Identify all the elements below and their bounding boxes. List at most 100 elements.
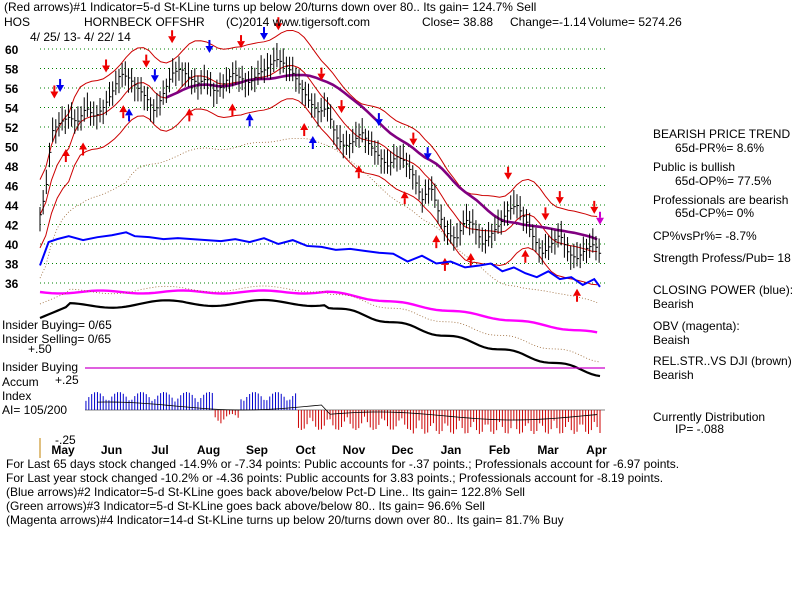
y-tick-label: 40 <box>5 238 19 252</box>
sell-arrow <box>150 75 159 83</box>
sell-arrow <box>590 206 599 214</box>
buy-arrow <box>354 165 363 173</box>
buy-arrow-stem <box>231 110 234 117</box>
price-axis-labels: 60 58 56 54 52 50 48 46 44 42 40 38 36 <box>5 43 19 291</box>
sell-arrow <box>50 91 59 99</box>
ai-value: AI= 105/200 <box>2 403 68 417</box>
buy-arrow <box>228 103 237 111</box>
close-price: Close= 38.88 <box>422 15 494 29</box>
buy-arrow-stem <box>576 295 579 302</box>
sell-arrow-stem <box>320 67 323 74</box>
y-tick-label: 46 <box>5 180 19 194</box>
month-label: May <box>51 443 75 457</box>
lower-band <box>39 98 598 286</box>
buy-arrow <box>245 113 254 121</box>
insider-selling-count: Insider Selling= 0/65 <box>2 332 112 346</box>
closing-power-value: Bearish <box>653 297 694 311</box>
trend-title: BEARISH PRICE TREND <box>653 127 791 141</box>
closing-power-label: CLOSING POWER (blue): <box>653 283 794 297</box>
relative-strength <box>39 298 601 378</box>
footer-year: For Last year stock changed -10.2% or -4… <box>6 471 664 485</box>
cp-vs-pr: CP%vsPr%= -8.7% <box>653 229 757 243</box>
month-axis-labels: May Jun Jul Aug Sep Oct Nov Dec Jan Feb Mar Apr <box>51 443 607 457</box>
sell-arrow <box>504 172 513 180</box>
month-label: Jun <box>101 443 122 457</box>
accum-label: Accum <box>2 375 39 389</box>
buy-arrow-stem <box>188 115 191 122</box>
distribution-status: Currently Distribution <box>653 410 766 424</box>
accum-plus50: +.50 <box>28 342 52 356</box>
signal-arrows <box>50 17 604 302</box>
month-label: Nov <box>343 443 366 457</box>
sell-arrow-stem <box>507 166 510 173</box>
volume: Volume= 5274.26 <box>588 15 682 29</box>
y-tick-label: 54 <box>5 102 19 116</box>
insider-buying-label: Insider Buying <box>2 360 79 374</box>
sell-arrow-stem <box>53 85 56 92</box>
buy-arrow-stem <box>82 149 85 156</box>
obv-value: Beaish <box>653 333 690 347</box>
footer-magenta-arrows: (Magenta arrows)#4 Indicator=14-d St-KLi… <box>6 513 564 527</box>
pr-value: 65d-PR%= 8.6% <box>675 141 765 155</box>
month-label: Aug <box>197 443 220 457</box>
ticker-symbol: HOS <box>4 15 31 29</box>
sell-arrow <box>274 23 283 31</box>
price-change: Change=-1.14 <box>510 15 587 29</box>
cp-value: 65d-CP%= 0% <box>675 206 755 220</box>
obv-label: OBV (magenta): <box>653 319 740 333</box>
buy-arrow <box>400 191 409 199</box>
sell-arrow <box>317 73 326 81</box>
month-label: Sep <box>246 443 268 457</box>
upper-band <box>39 29 598 217</box>
relstr-value: Bearish <box>653 368 694 382</box>
company-name: HORNBECK OFFSHR <box>84 15 205 29</box>
sell-arrow-stem <box>277 17 280 24</box>
obv-line <box>39 289 598 334</box>
sell-arrow-stem <box>263 26 265 33</box>
buy-arrow-stem <box>64 156 67 163</box>
y-tick-label: 42 <box>5 219 19 233</box>
buy-arrow <box>125 108 134 116</box>
sell-arrow-stem <box>544 207 547 214</box>
sell-arrow-stem <box>59 78 62 85</box>
sell-arrow-stem <box>171 30 174 37</box>
dotted-ma <box>39 138 598 304</box>
sell-arrow-stem <box>377 113 380 120</box>
sell-arrow <box>260 32 268 40</box>
insider-buying-count: Insider Buying= 0/65 <box>2 318 112 332</box>
buy-arrow-stem <box>311 143 314 150</box>
closing-power <box>39 231 601 288</box>
buy-arrow-stem <box>469 260 472 267</box>
y-tick-label: 60 <box>5 43 19 57</box>
sell-arrow-stem <box>340 100 343 107</box>
ip-value: IP= -.088 <box>675 422 725 436</box>
sell-arrow-stem <box>240 35 243 42</box>
footer-blue-arrows: (Blue arrows)#2 Indicator=5-d St-KLine g… <box>6 485 525 499</box>
buy-arrow <box>61 149 70 157</box>
sell-arrow <box>423 153 432 161</box>
obv-line <box>39 289 598 334</box>
accum-minus25: -.25 <box>55 433 76 447</box>
buy-arrow-stem <box>403 198 406 205</box>
public-status: Public is bullish <box>653 160 736 174</box>
sell-arrow <box>205 45 214 53</box>
buy-arrow <box>521 249 530 257</box>
index-label: Index <box>2 389 32 403</box>
sell-arrow-stem <box>208 39 211 46</box>
strength-ratio: Strength Profess/Pub= 18 <box>653 251 791 265</box>
sell-arrow <box>142 60 151 68</box>
buy-arrow <box>308 136 317 144</box>
footer-65day: For Last 65 days stock changed -14.9% or… <box>6 457 680 471</box>
buy-arrow <box>185 108 194 116</box>
ma65-line <box>165 73 598 241</box>
sell-arrow-stem <box>426 147 429 154</box>
y-tick-label: 58 <box>5 63 19 77</box>
buy-arrow <box>300 123 309 131</box>
month-label: Feb <box>489 443 510 457</box>
y-tick-label: 52 <box>5 121 19 135</box>
buy-arrow-stem <box>128 115 131 122</box>
sell-arrow-stem <box>558 191 561 198</box>
month-label: Oct <box>295 443 315 457</box>
sell-arrow <box>56 84 65 92</box>
